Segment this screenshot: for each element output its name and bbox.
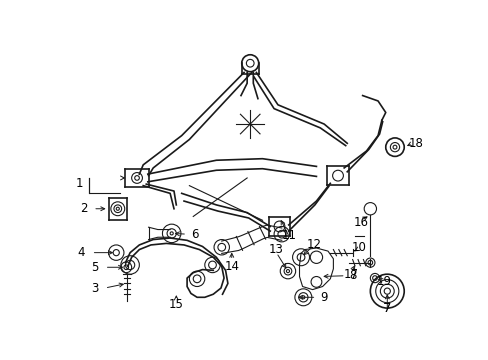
Text: 17: 17 (343, 268, 358, 281)
Text: 19: 19 (376, 275, 391, 288)
Text: 4: 4 (78, 246, 85, 259)
Text: 11: 11 (282, 229, 296, 242)
Text: 15: 15 (168, 298, 183, 311)
Text: 12: 12 (306, 238, 321, 251)
Text: 2: 2 (80, 202, 87, 215)
Text: 10: 10 (351, 241, 366, 254)
Text: 3: 3 (91, 282, 98, 294)
Text: 8: 8 (349, 269, 356, 282)
Text: 7: 7 (382, 302, 391, 315)
Text: 9: 9 (320, 291, 327, 304)
Text: 14: 14 (224, 260, 239, 273)
Text: 16: 16 (353, 216, 368, 229)
Text: 1: 1 (75, 177, 83, 190)
Text: 6: 6 (191, 228, 198, 240)
Text: 18: 18 (408, 137, 423, 150)
Text: 13: 13 (268, 243, 283, 256)
Text: 5: 5 (91, 261, 98, 274)
